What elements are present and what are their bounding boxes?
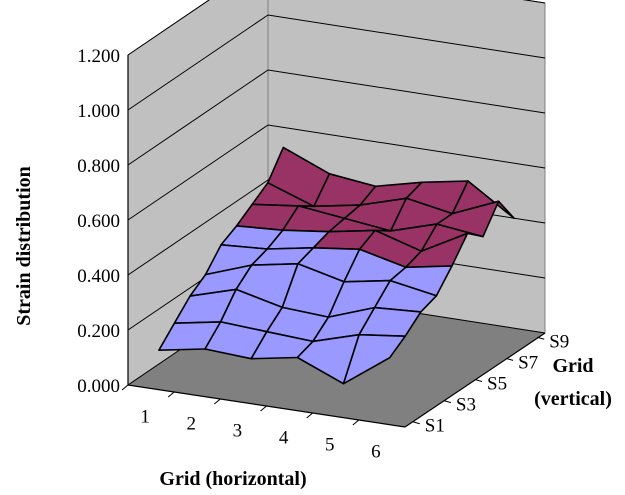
y-tick-label: 0.200 [77, 321, 120, 342]
y-axis-title: Strain distribution [13, 166, 35, 325]
y-tick-label: 1.000 [77, 101, 120, 122]
z-axis-title-line2: (vertical) [534, 388, 612, 410]
y-tick-label: 0.600 [77, 211, 120, 232]
x-tick-mark [121, 384, 129, 391]
wall-gridline [127, 14, 546, 111]
x-tick-label: 3 [233, 421, 243, 442]
x-axis-ticks: 1 2 3 4 5 6 [121, 384, 381, 463]
x-tick-mark [214, 398, 221, 405]
x-tick-mark [306, 412, 313, 419]
depth-tick-mark [505, 357, 514, 361]
x-axis-title: Grid (horizontal) [159, 468, 306, 490]
x-tick-label: 1 [140, 407, 150, 428]
y-tick-label: 0.000 [77, 376, 120, 397]
y-axis-ticks: 0.000 0.200 0.400 0.600 0.800 1.000 1.200 [77, 46, 120, 397]
x-tick-label: 4 [279, 428, 289, 449]
depth-tick-mark [412, 421, 420, 425]
wall-gridline [127, 69, 546, 166]
x-tick-label: 6 [371, 442, 381, 463]
depth-tick-mark [443, 400, 452, 404]
wall-gridlines [127, 0, 546, 386]
y-tick-label: 0.800 [77, 156, 120, 177]
surface-cell [342, 333, 407, 385]
x-tick-mark [352, 419, 360, 426]
depth-tick-label: S5 [487, 374, 507, 395]
x-tick-label: 5 [325, 435, 335, 456]
x-tick-mark [260, 405, 267, 412]
wall-gridline [127, 124, 546, 221]
x-tick-mark [167, 391, 175, 398]
y-tick-label: 1.200 [77, 46, 120, 67]
depth-tick-label: S3 [456, 395, 476, 416]
z-axis-title-line1: Grid [552, 355, 593, 377]
depth-tick-label: S9 [549, 331, 569, 352]
y-tick-label: 0.400 [77, 266, 120, 287]
x-tick-label: 2 [187, 414, 197, 435]
depth-tick-mark [537, 336, 545, 340]
depth-axis-ticks: S1 S3 S5 S7 S9 [412, 331, 569, 437]
depth-tick-label: S1 [425, 416, 445, 437]
surface [158, 146, 515, 385]
depth-tick-label: S7 [518, 352, 538, 373]
depth-tick-mark [474, 379, 483, 382]
wall-gridline [127, 0, 546, 56]
